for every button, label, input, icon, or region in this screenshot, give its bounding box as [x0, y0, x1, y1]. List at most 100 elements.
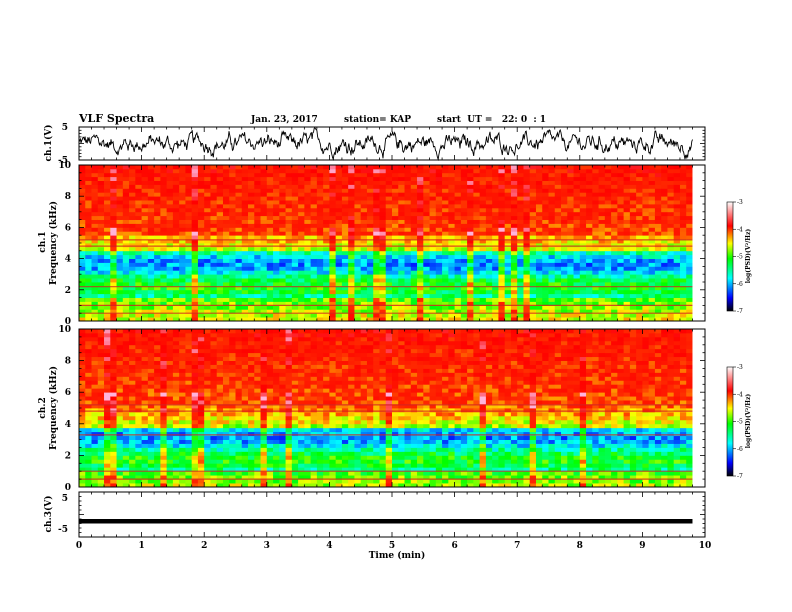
spectrogram-cell — [529, 223, 537, 228]
spectrogram-cell — [473, 215, 481, 220]
spectrogram-cell — [354, 301, 362, 306]
spectrogram-cell — [629, 192, 637, 197]
spectrogram-cell — [179, 376, 186, 381]
spectrogram-cell — [598, 200, 606, 205]
spectrogram-cell — [341, 239, 349, 244]
spectrogram-cell — [479, 172, 487, 178]
spectrogram-cell — [316, 297, 324, 302]
spectrogram-cell — [79, 483, 86, 488]
spectrogram-cell — [135, 262, 142, 267]
spectrogram-cell — [623, 301, 631, 306]
spectrogram-cell — [129, 293, 136, 298]
spectrogram-cell — [266, 309, 274, 314]
spectrogram-cell — [248, 305, 255, 310]
spectrogram-cell — [147, 297, 155, 302]
spectrogram-cell — [492, 289, 499, 295]
spectrogram-cell — [141, 396, 149, 401]
spectrogram-cell — [135, 423, 142, 429]
spectrogram-cell — [316, 274, 324, 279]
spectrogram-cell — [473, 180, 481, 185]
spectrogram-cell — [241, 211, 249, 217]
spectrogram-cell — [567, 231, 574, 236]
spectrogram-cell — [654, 285, 662, 291]
spectrogram-cell — [686, 223, 693, 228]
spectrogram-cell — [160, 192, 168, 197]
spectrogram-cell — [254, 176, 261, 181]
spectrogram-cell — [654, 165, 662, 170]
spectrogram-cell — [579, 196, 587, 201]
spectrogram-cell — [623, 282, 631, 287]
spectrogram-cell — [141, 352, 149, 358]
spectrogram-cell — [404, 168, 412, 174]
spectrogram-cell — [417, 180, 424, 185]
spectrogram-cell — [191, 180, 199, 185]
spectrogram-cell — [135, 227, 142, 232]
spectrogram-cell — [160, 415, 168, 421]
spectrogram-cell — [79, 192, 86, 197]
spectrogram-cell — [586, 297, 593, 302]
spectrogram-cell — [360, 309, 368, 314]
spectrogram-cell — [285, 246, 293, 252]
spectrogram-cell — [454, 204, 462, 209]
spectrogram-cell — [310, 243, 318, 248]
spectrogram-cell — [510, 165, 518, 170]
spectrogram-cell — [135, 372, 142, 377]
spectrogram-cell — [104, 168, 111, 174]
spectrogram-cell — [316, 215, 324, 220]
spectrogram-cell — [260, 165, 268, 170]
spectrogram-cell — [679, 196, 687, 201]
spectrogram-cell — [210, 200, 218, 205]
spectrogram-cell — [235, 176, 243, 181]
spectrogram-cell — [410, 172, 418, 178]
spectrogram-cell — [166, 305, 174, 310]
spectrogram-cell — [517, 246, 524, 252]
spectrogram-cell — [291, 243, 299, 248]
spectrogram-cell — [285, 231, 293, 236]
spectrogram-cell — [404, 215, 412, 220]
spectrogram-cell — [517, 180, 524, 185]
spectrogram-cell — [291, 297, 299, 302]
spectrogram-cell — [679, 200, 687, 205]
spectrogram-cell — [172, 463, 180, 468]
spectrogram-cell — [398, 243, 405, 248]
spectrogram-cell — [222, 188, 230, 193]
spectrogram-cell — [341, 270, 349, 275]
spectrogram-cell — [85, 404, 92, 409]
spectrogram-cell — [379, 246, 387, 252]
spectrogram-cell — [341, 176, 349, 181]
spectrogram-cell — [548, 254, 556, 259]
spectrogram-cell — [279, 196, 286, 201]
spectrogram-cell — [172, 380, 180, 385]
spectrogram-cell — [561, 200, 568, 205]
spectrogram-cell — [197, 297, 205, 302]
spectrogram-cell — [617, 184, 625, 189]
spectrogram-cell — [567, 215, 574, 220]
spectrogram-cell — [661, 301, 668, 306]
spectrogram-cell — [273, 200, 280, 205]
spectrogram-cell — [97, 459, 105, 464]
spectrogram-cell — [673, 246, 681, 252]
spectrogram-cell — [279, 305, 286, 310]
spectrogram-cell — [636, 243, 643, 248]
spectrogram-cell — [85, 192, 92, 197]
spectrogram-cell — [679, 250, 687, 256]
spectrogram-cell — [504, 176, 512, 181]
spectrogram-cell — [141, 372, 149, 377]
spectrogram-cell — [323, 243, 330, 248]
spectrogram-cell — [654, 196, 662, 201]
spectrogram-cell — [341, 223, 349, 228]
spectrogram-cell — [191, 235, 199, 240]
spectrogram-cell — [323, 207, 330, 213]
spectrogram-cell — [360, 301, 368, 306]
spectrogram-cell — [141, 443, 149, 448]
spectrogram-cell — [204, 305, 211, 310]
spectrogram-cell — [479, 282, 487, 287]
spectrogram-cell — [429, 289, 437, 295]
spectrogram-cell — [554, 246, 562, 252]
spectrogram-cell — [661, 227, 668, 232]
spectrogram-cell — [504, 274, 512, 279]
spectrogram-cell — [141, 329, 149, 334]
spectrogram-cell — [435, 176, 443, 181]
spectrogram-cell — [216, 266, 224, 271]
spectrogram-cell — [135, 309, 142, 314]
